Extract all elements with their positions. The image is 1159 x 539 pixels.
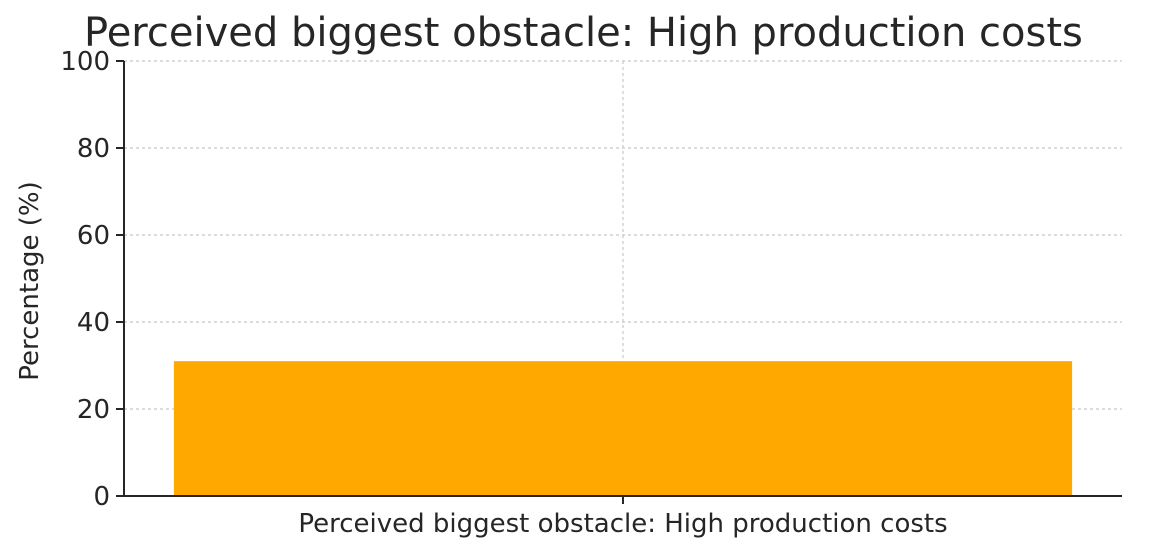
axis-layer (116, 60, 1122, 504)
y-tick-label: 40 (77, 308, 110, 338)
y-tick-label: 20 (77, 395, 110, 425)
y-axis-label: Percentage (%) (15, 181, 45, 381)
y-tick-label: 80 (77, 134, 110, 164)
y-tick-label: 0 (93, 482, 110, 512)
label-layer: 0 20 40 60 80 100 Perceived biggest obstacle: … (60, 47, 947, 539)
bar (173, 361, 1073, 496)
chart-title: Perceived biggest obstacle: High product… (84, 10, 1083, 56)
bar-layer (173, 361, 1073, 496)
y-tick-label: 60 (77, 221, 110, 251)
x-tick-label: Perceived biggest obstacle: High product… (298, 509, 947, 539)
y-tick-label: 100 (60, 47, 110, 77)
